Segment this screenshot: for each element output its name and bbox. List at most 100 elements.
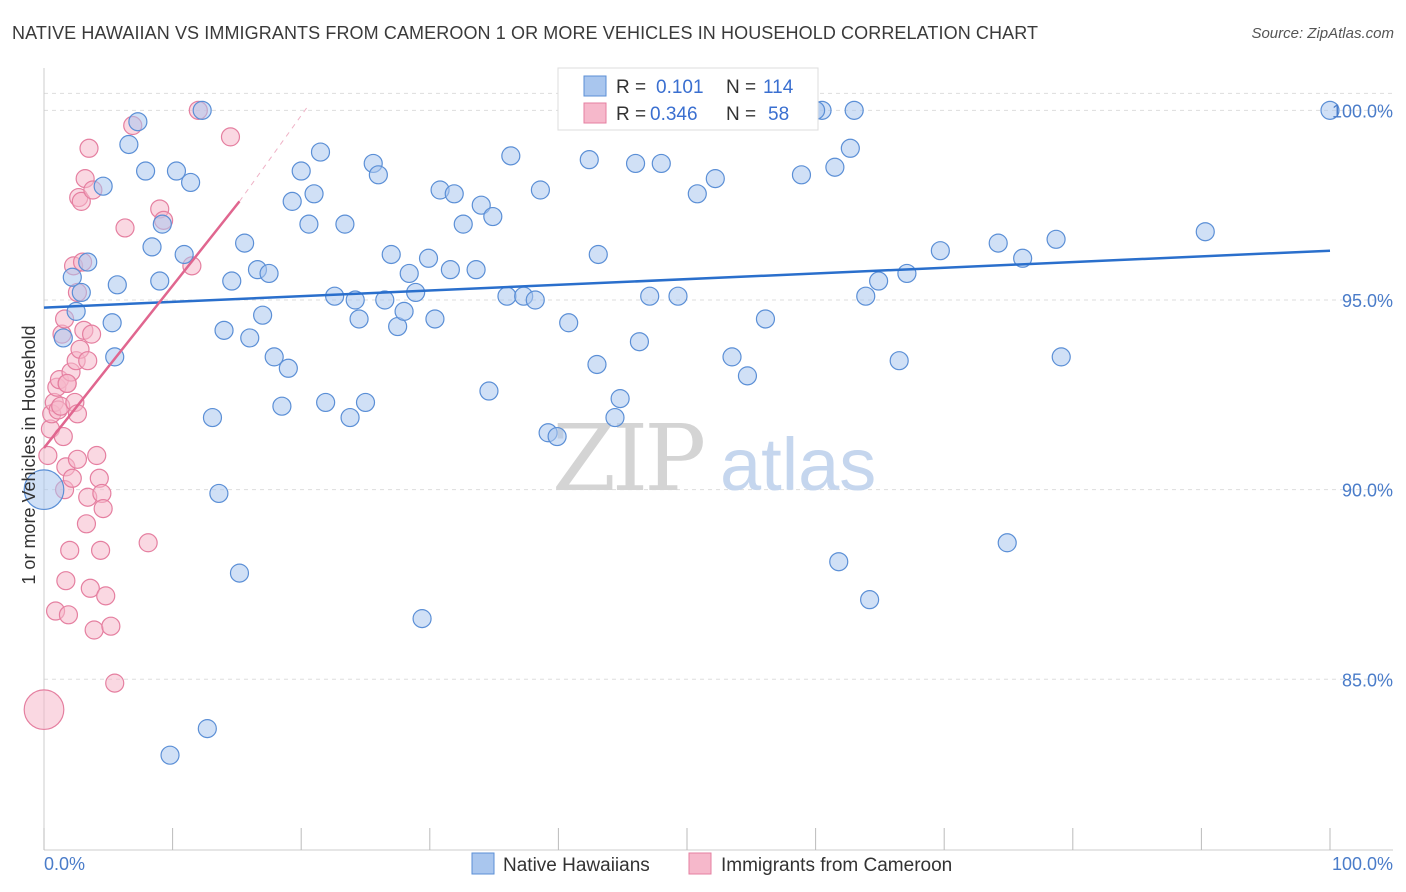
native-hawaiians-point-61 <box>453 214 473 234</box>
native-hawaiians-point-2 <box>62 267 82 287</box>
native-hawaiians-point-106 <box>1195 222 1215 242</box>
cameroon-point-46 <box>115 218 135 238</box>
native-hawaiians-point-52 <box>394 301 414 321</box>
native-hawaiians-point-33 <box>272 396 292 416</box>
legend-r-value-pink: 0.346 <box>650 104 698 125</box>
y-tick-label-2: 90.0% <box>1342 481 1393 501</box>
native-hawaiians-point-63 <box>471 195 491 215</box>
cameroon-point-57 <box>90 540 111 560</box>
native-hawaiians-point-81 <box>629 332 650 352</box>
native-hawaiians-point-50 <box>381 244 401 265</box>
correlation-legend: R = 0.101 N = 114 R = 0.346 N = 58 <box>557 67 819 131</box>
native-hawaiians-point-67 <box>501 146 521 166</box>
native-hawaiians-point-26 <box>229 563 250 583</box>
x-tick-label-0: 0.0% <box>44 854 85 874</box>
cameroon-point-35 <box>80 578 100 598</box>
native-hawaiians-point-5 <box>78 252 98 272</box>
series-legend-label-blue: Native Hawaiians <box>503 855 650 876</box>
native-hawaiians-point-87 <box>722 347 742 367</box>
native-hawaiians-point-0 <box>23 469 65 511</box>
native-hawaiians-point-10 <box>119 134 139 155</box>
y-axis-label: 1 or more Vehicles in Household <box>19 325 39 584</box>
native-hawaiians-point-11 <box>128 112 148 132</box>
y-tick-label-0: 100.0% <box>1332 101 1393 121</box>
native-hawaiians-point-86 <box>705 169 725 189</box>
native-hawaiians-point-89 <box>755 309 776 329</box>
native-hawaiians-point-6 <box>93 176 113 196</box>
native-hawaiians-point-15 <box>152 214 172 234</box>
cameroon-point-0 <box>23 689 65 731</box>
trend-line-native-hawaiians <box>43 249 1331 309</box>
series-legend: Native Hawaiians Immigrants from Cameroo… <box>471 852 952 876</box>
cameroon-point-38 <box>84 620 104 640</box>
cameroon-point-17 <box>58 605 79 625</box>
native-hawaiians-point-107 <box>1320 100 1340 120</box>
native-hawaiians-point-53 <box>399 263 419 284</box>
cameroon-point-20 <box>62 468 82 488</box>
native-hawaiians-point-13 <box>142 237 162 257</box>
native-hawaiians-point-1 <box>53 328 73 348</box>
y-axis-tick-labels: 100.0% 95.0% 90.0% 85.0% <box>1332 101 1393 690</box>
cameroon-point-32 <box>76 514 97 534</box>
native-hawaiians-point-30 <box>253 305 273 325</box>
native-hawaiians-point-88 <box>737 366 758 386</box>
native-hawaiians-point-85 <box>687 184 707 204</box>
cameroon-point-15 <box>56 571 76 591</box>
watermark: ZIP atlas <box>552 405 876 512</box>
chart-source: Source: ZipAtlas.com <box>1251 25 1394 42</box>
native-hawaiians-point-96 <box>860 590 880 610</box>
native-hawaiians-point-99 <box>897 263 917 284</box>
native-hawaiians-point-57 <box>425 309 445 329</box>
y-tick-label-3: 85.0% <box>1342 670 1393 690</box>
native-hawaiians-point-70 <box>530 180 550 200</box>
cameroon-point-45 <box>105 673 125 693</box>
native-hawaiians-point-34 <box>278 358 298 378</box>
native-hawaiians-point-32 <box>264 347 284 367</box>
cameroon-point-43 <box>96 586 116 606</box>
cameroon-point-53 <box>220 127 241 147</box>
native-hawaiians-point-39 <box>310 142 331 162</box>
native-hawaiians-point-105 <box>1051 347 1071 367</box>
native-hawaiians-point-60 <box>444 184 464 204</box>
cameroon-point-28 <box>71 191 91 211</box>
native-hawaiians-point-36 <box>291 161 311 181</box>
native-hawaiians-point-40 <box>316 392 336 413</box>
native-hawaiians-point-48 <box>368 165 388 185</box>
cameroon-point-1 <box>38 445 58 466</box>
legend-n-value-blue: 114 <box>763 77 794 98</box>
native-hawaiians-point-94 <box>840 138 860 158</box>
native-hawaiians-point-56 <box>418 248 439 268</box>
native-hawaiians-point-72 <box>547 426 567 447</box>
cameroon-point-48 <box>138 533 158 553</box>
native-hawaiians-point-79 <box>610 389 630 409</box>
cameroon-point-42 <box>93 499 113 519</box>
native-hawaiians-point-80 <box>625 153 646 174</box>
native-hawaiians-point-66 <box>497 286 517 306</box>
native-hawaiians-point-82 <box>640 286 660 306</box>
native-hawaiians-point-95 <box>856 286 876 306</box>
native-hawaiians-point-17 <box>166 161 187 181</box>
legend-swatch-blue <box>583 75 607 97</box>
native-hawaiians-point-19 <box>181 172 201 193</box>
native-hawaiians-point-4 <box>71 282 91 303</box>
native-hawaiians-point-24 <box>214 320 234 340</box>
series-legend-swatch-blue <box>471 852 495 875</box>
native-hawaiians-point-38 <box>304 184 324 204</box>
native-hawaiians-point-73 <box>559 313 579 333</box>
y-tick-label-1: 95.0% <box>1342 291 1393 311</box>
native-hawaiians-point-100 <box>930 241 950 261</box>
legend-n-label-pink: N = <box>726 104 756 125</box>
trend-lines <box>43 106 1331 449</box>
native-hawaiians-point-76 <box>588 244 608 265</box>
native-hawaiians-point-97 <box>869 271 889 291</box>
native-hawaiians-point-77 <box>587 354 607 375</box>
native-hawaiians-point-75 <box>579 150 599 170</box>
cameroon-point-24 <box>67 449 88 469</box>
legend-r-value-blue: 0.101 <box>656 77 704 98</box>
native-hawaiians-point-43 <box>340 407 360 428</box>
native-hawaiians-point-23 <box>209 483 229 504</box>
native-hawaiians-point-45 <box>349 309 369 329</box>
native-hawaiians-point-7 <box>102 313 122 333</box>
native-hawaiians-point-101 <box>997 533 1017 553</box>
